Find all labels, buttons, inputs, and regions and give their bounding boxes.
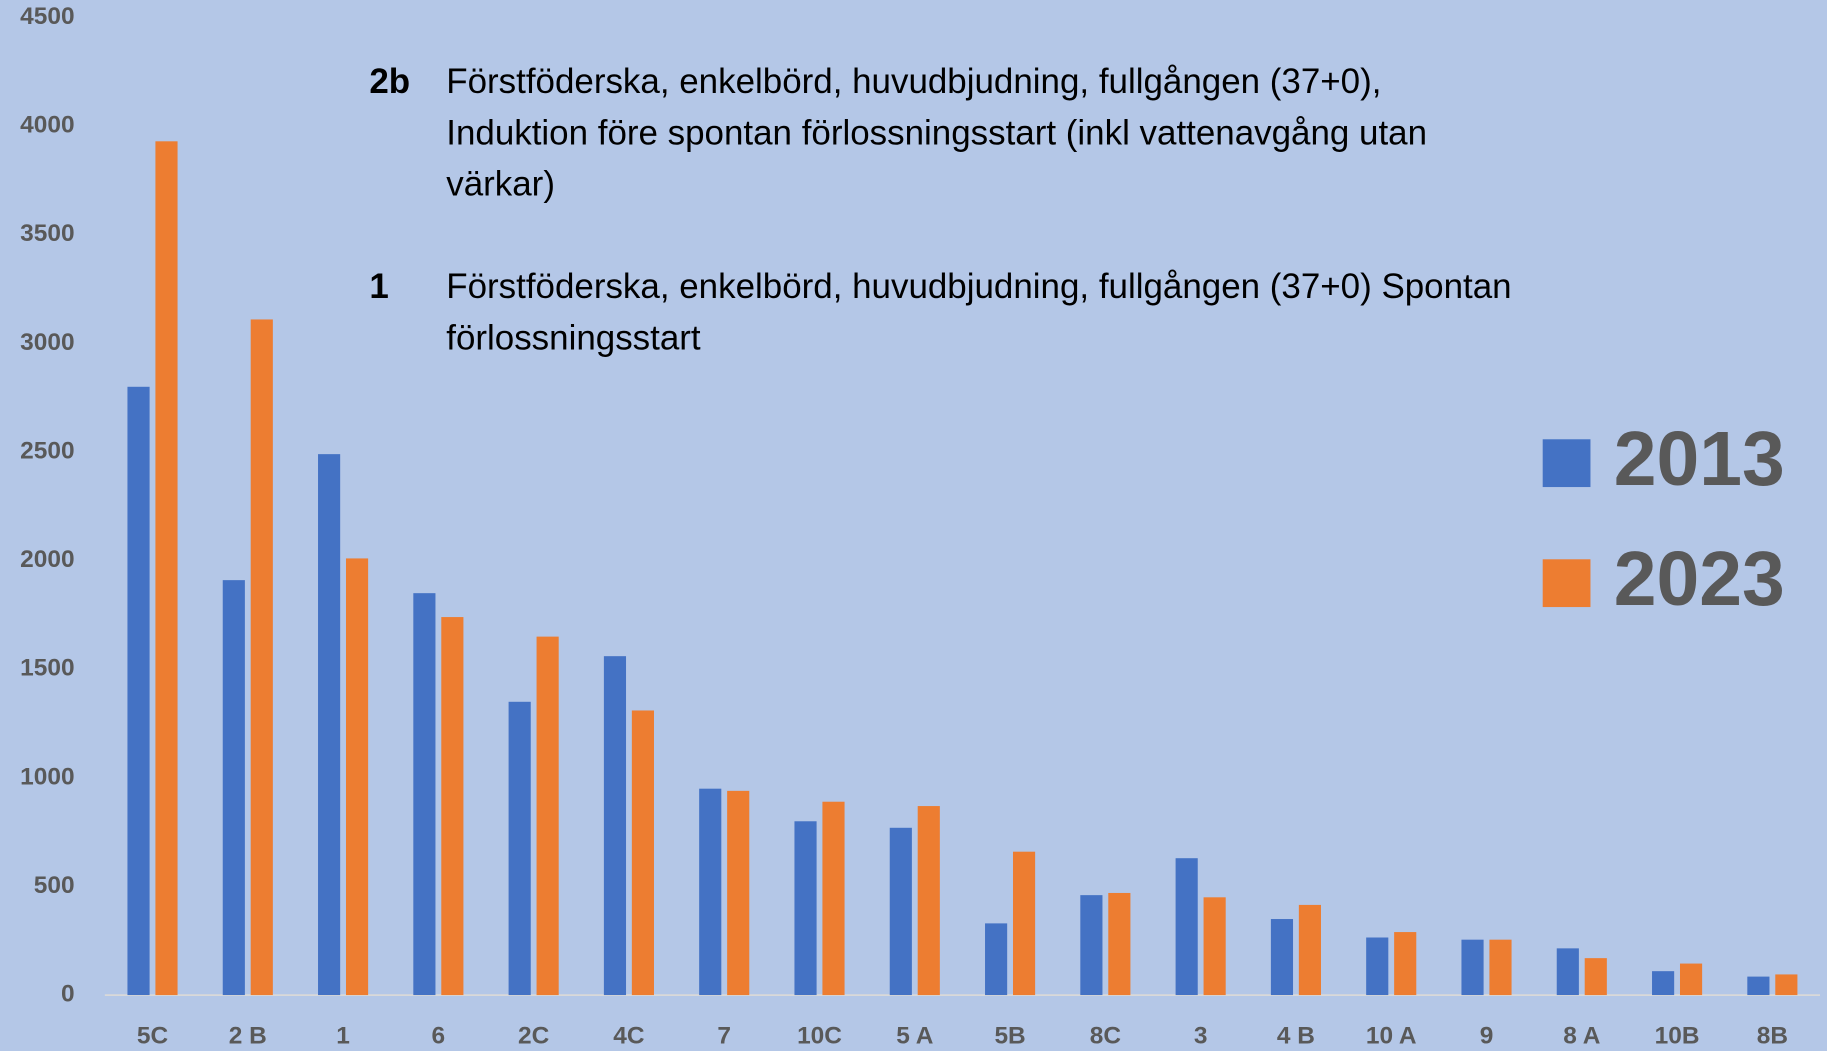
x-tick-label: 5C [137,1022,168,1049]
bar [222,580,245,996]
bar [794,821,817,996]
bar [1298,904,1321,996]
x-tick-label: 10C [797,1022,842,1049]
x-tick-label: 8 A [1563,1022,1600,1049]
x-tick-label: 10B [1655,1022,1700,1049]
bar [985,923,1008,996]
x-tick-label: 1 [336,1022,350,1049]
bar [1366,937,1389,996]
bar [699,788,722,996]
x-tick-label: 4 B [1277,1022,1315,1049]
bar [1012,851,1036,996]
legend-label: 2013 [1614,416,1785,502]
bar [1108,892,1131,996]
x-tick-label: 5 A [896,1022,933,1049]
y-tick-label: 4000 [20,112,74,139]
bar [889,827,912,996]
bar [1775,974,1798,996]
bar [250,319,273,996]
x-tick-label: 5B [994,1022,1025,1049]
bar [917,806,940,996]
y-tick-label: 2000 [20,546,74,573]
annotation-line: värkar) [446,165,555,204]
bar [318,454,341,996]
y-tick-label: 500 [34,872,75,899]
bar [1489,939,1512,996]
bar [127,386,150,996]
y-tick-label: 0 [61,981,75,1008]
y-tick-label: 1000 [20,763,74,790]
legend-label: 2023 [1614,536,1785,622]
bar [1175,858,1198,996]
bar [1652,971,1675,996]
bar [1556,948,1579,996]
legend-swatch [1542,439,1591,488]
bar [536,636,559,996]
y-tick-label: 1500 [20,655,74,682]
x-tick-label: 6 [432,1022,446,1049]
x-tick-label: 3 [1194,1022,1208,1049]
annotation-code: 1 [369,267,388,306]
bar [1461,939,1484,996]
bar [727,790,750,996]
annotation-code: 2b [369,62,410,101]
x-tick-label: 9 [1480,1022,1494,1049]
legend-swatch [1542,559,1591,608]
annotation-line: Förstföderska, enkelbörd, huvudbjudning,… [446,62,1381,101]
y-tick-label: 3500 [20,220,74,247]
annotation-line: Induktion före spontan förlossningsstart… [446,113,1427,152]
x-tick-label: 2C [518,1022,549,1049]
bar [631,710,654,996]
x-tick-label: 4C [613,1022,644,1049]
x-tick-label: 10 A [1366,1022,1417,1049]
x-tick-label: 7 [717,1022,731,1049]
bar [413,593,436,996]
bar [1679,963,1703,996]
bar [1394,932,1417,996]
bar [1080,895,1103,996]
x-tick-label: 8B [1757,1022,1788,1049]
y-tick-label: 3000 [20,329,74,356]
bar [441,617,464,996]
bar [822,801,845,996]
x-tick-label: 8C [1090,1022,1121,1049]
bar [345,558,369,996]
bar [508,701,531,996]
bar [1203,897,1226,996]
bar [1270,919,1294,996]
annotation-line: Förstföderska, enkelbörd, huvudbjudning,… [446,267,1511,306]
bar [1584,958,1607,996]
annotation-line: förlossningsstart [446,318,701,357]
x-tick-label: 2 B [229,1022,267,1049]
y-tick-label: 2500 [20,437,74,464]
y-tick-label: 4500 [20,3,74,30]
bar [603,656,627,996]
bar [1747,976,1770,996]
bar [155,141,178,996]
